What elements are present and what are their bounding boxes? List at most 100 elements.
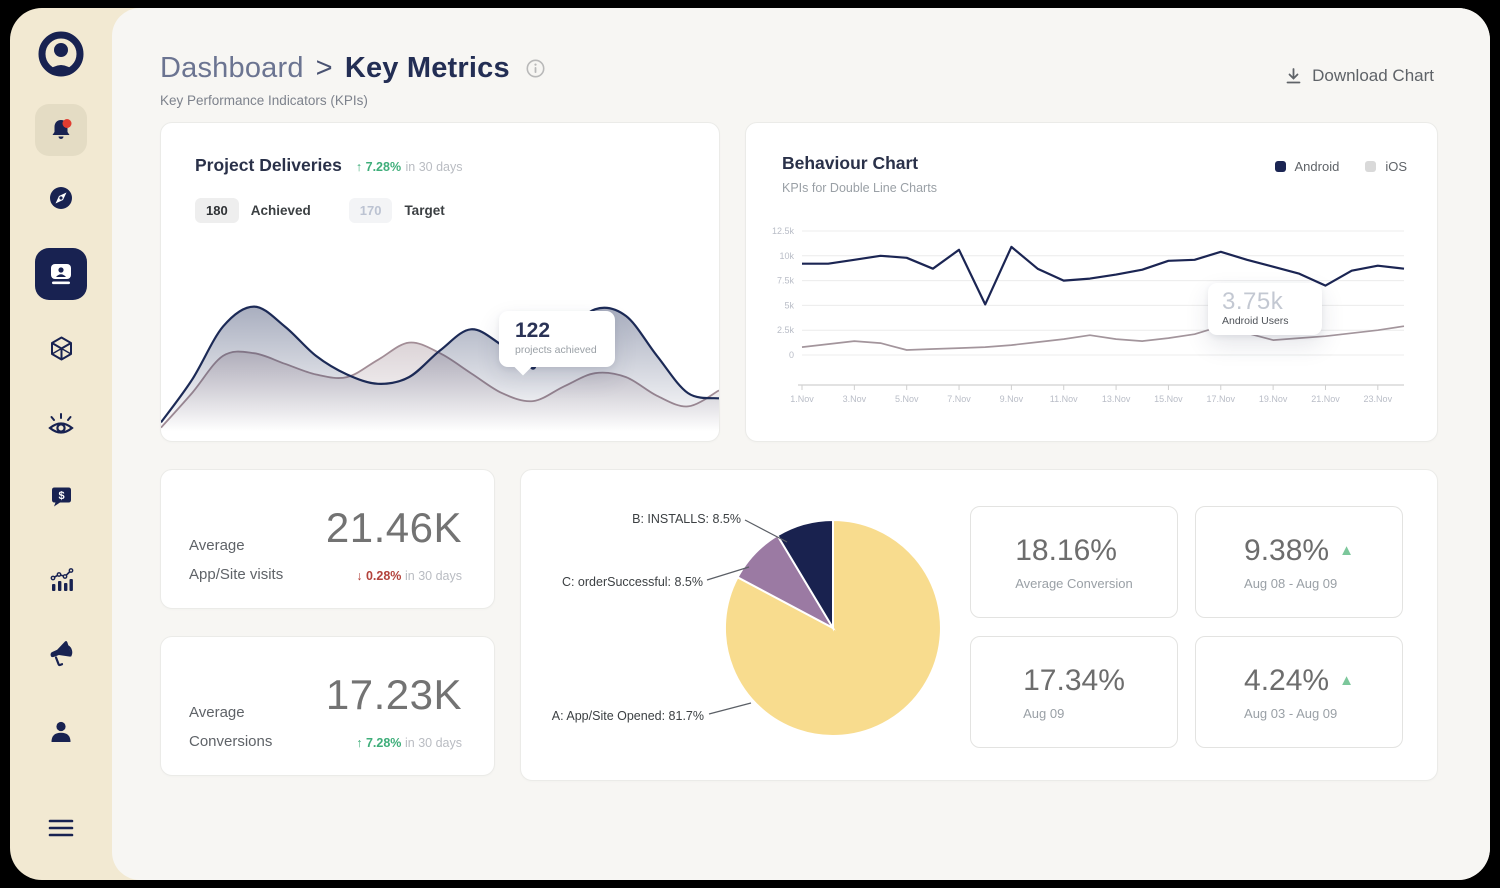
- download-label: Download Chart: [1312, 66, 1434, 85]
- svg-text:2.5k: 2.5k: [777, 325, 795, 335]
- page-subtitle: Key Performance Indicators (KPIs): [160, 93, 368, 108]
- breadcrumb-parent[interactable]: Dashboard: [160, 52, 304, 84]
- cube-icon: [50, 336, 72, 360]
- stats-grid: 18.16% Average Conversion 9.38% ▲ Aug 08 …: [970, 506, 1403, 748]
- achieved-label: Achieved: [250, 203, 311, 218]
- main-panel: Dashboard > Key Metrics Key Performance …: [112, 8, 1490, 880]
- svg-text:12.5k: 12.5k: [772, 226, 795, 236]
- svg-text:5.Nov: 5.Nov: [895, 394, 919, 404]
- chart-legend: Android iOS: [1274, 159, 1407, 174]
- behaviour-tooltip-label: Android Users: [1222, 315, 1289, 327]
- pie-chart[interactable]: [521, 470, 991, 782]
- compass-icon: [50, 187, 72, 209]
- target-chip[interactable]: 170: [348, 198, 393, 223]
- svg-text:21.Nov: 21.Nov: [1311, 394, 1340, 404]
- behaviour-tooltip-value: 3.75k: [1222, 288, 1284, 315]
- avg-conversions-delta: ↑ 7.28% in 30 days: [356, 736, 462, 750]
- avg-conversions-value: 17.23K: [325, 671, 462, 718]
- svg-text:23.Nov: 23.Nov: [1364, 394, 1393, 404]
- download-chart-button[interactable]: Download Chart: [1285, 66, 1434, 86]
- achieved-chip[interactable]: 180: [195, 198, 239, 223]
- avatar[interactable]: [37, 30, 85, 78]
- legend-ios-label: iOS: [1385, 159, 1407, 174]
- sidebar-item-campaigns[interactable]: [35, 628, 87, 680]
- sidebar-item-watchlist[interactable]: [35, 398, 87, 450]
- trend-up-icon: ▲: [1339, 542, 1354, 559]
- stat-aug03-aug09[interactable]: 4.24% ▲ Aug 03 - Aug 09: [1195, 636, 1403, 748]
- stat-aug09[interactable]: 17.34% Aug 09: [970, 636, 1178, 748]
- app-window: $: [10, 8, 1490, 880]
- info-icon[interactable]: [526, 59, 545, 78]
- delta-up-arrow: ↑: [355, 160, 363, 174]
- sidebar-item-analytics[interactable]: [35, 554, 87, 606]
- avg-conversions-label: Average Conversions: [189, 704, 273, 750]
- sidebar: $: [10, 8, 112, 880]
- project-deliveries-card: Project Deliveries ↑ 7.28% in 30 days 18…: [160, 122, 720, 442]
- svg-text:$: $: [58, 490, 64, 502]
- trend-up-icon: ▲: [1339, 672, 1354, 689]
- download-icon: [1286, 68, 1301, 84]
- behaviour-tooltip: 3.75k Android Users: [1208, 283, 1322, 335]
- person-icon: [51, 721, 71, 742]
- svg-text:17.Nov: 17.Nov: [1207, 394, 1236, 404]
- target-label: Target: [404, 203, 445, 218]
- sidebar-item-notifications[interactable]: [35, 104, 87, 156]
- stat-aug08-aug09[interactable]: 9.38% ▲ Aug 08 - Aug 09: [1195, 506, 1403, 618]
- project-area-chart[interactable]: [161, 287, 719, 437]
- avg-visits-value: 21.46K: [325, 504, 462, 551]
- sidebar-item-explore[interactable]: [35, 172, 87, 224]
- avg-conversions-card: Average Conversions 17.23K ↑ 7.28% in 30…: [160, 636, 495, 776]
- svg-text:11.Nov: 11.Nov: [1050, 394, 1078, 404]
- project-tooltip: 122 projects achieved: [499, 311, 615, 367]
- breadcrumb: Dashboard > Key Metrics: [160, 52, 545, 85]
- megaphone-icon: [50, 640, 73, 667]
- pie-label-installs: B: INSTALLS: 8.5%: [632, 512, 741, 526]
- ios-swatch: [1365, 161, 1377, 172]
- behaviour-card-subtitle: KPIs for Double Line Charts: [782, 181, 937, 195]
- svg-text:19.Nov: 19.Nov: [1259, 394, 1288, 404]
- svg-text:7.Nov: 7.Nov: [947, 394, 971, 404]
- svg-text:10k: 10k: [779, 251, 794, 261]
- page-header: Dashboard > Key Metrics Key Performance …: [112, 8, 1490, 108]
- behaviour-chart-card: Behaviour Chart KPIs for Double Line Cha…: [745, 122, 1438, 442]
- avg-visits-card: Average App/Site visits 21.46K ↓ 0.28% i…: [160, 469, 495, 609]
- svg-text:7.5k: 7.5k: [777, 276, 795, 286]
- android-swatch: [1274, 161, 1286, 172]
- bell-icon: [52, 119, 72, 139]
- bar-chart-icon: [50, 568, 74, 591]
- content: Project Deliveries ↑ 7.28% in 30 days 18…: [112, 108, 1490, 781]
- svg-text:3.Nov: 3.Nov: [843, 394, 867, 404]
- eye-icon: [48, 413, 74, 434]
- dollar-chat-icon: $: [51, 487, 71, 506]
- svg-text:15.Nov: 15.Nov: [1154, 394, 1183, 404]
- behaviour-line-chart[interactable]: 0 2.5k 5k 7.5k 10k 12.5k 1.Nov 3.Nov 5.Nov 7.Nov 9…: [764, 221, 1409, 433]
- sidebar-item-profile[interactable]: [35, 706, 87, 758]
- tooltip-value: 122: [515, 319, 551, 342]
- svg-text:5k: 5k: [784, 300, 794, 310]
- sidebar-item-modules[interactable]: [35, 322, 87, 374]
- breadcrumb-separator: >: [315, 52, 333, 84]
- pie-chart-area: B: INSTALLS: 8.5% C: orderSuccessful: 8.…: [521, 470, 991, 780]
- legend-android-label: Android: [1294, 159, 1340, 174]
- sidebar-item-sales[interactable]: $: [35, 472, 87, 524]
- behaviour-card-title: Behaviour Chart: [782, 153, 919, 173]
- svg-text:9.Nov: 9.Nov: [1000, 394, 1024, 404]
- menu-icon: [48, 819, 74, 837]
- stat-average-conversion[interactable]: 18.16% Average Conversion: [970, 506, 1178, 618]
- avg-visits-delta: ↓ 0.28% in 30 days: [356, 569, 462, 583]
- conversion-breakdown-card: B: INSTALLS: 8.5% C: orderSuccessful: 8.…: [520, 469, 1438, 781]
- svg-text:13.Nov: 13.Nov: [1102, 394, 1131, 404]
- avg-visits-label: Average App/Site visits: [189, 537, 284, 583]
- sidebar-item-contacts[interactable]: [35, 248, 87, 300]
- tooltip-label: projects achieved: [515, 344, 597, 356]
- project-card-title: Project Deliveries: [195, 155, 342, 175]
- legend-android[interactable]: Android: [1274, 159, 1340, 174]
- contact-card-icon: [51, 264, 71, 285]
- pie-label-ordersuccessful: C: orderSuccessful: 8.5%: [561, 575, 703, 589]
- svg-text:0: 0: [789, 350, 794, 360]
- sidebar-item-menu[interactable]: [35, 802, 87, 854]
- avatar-icon: [38, 31, 84, 77]
- pie-label-appsite-opened: A: App/Site Opened: 81.7%: [551, 709, 704, 723]
- legend-ios[interactable]: iOS: [1365, 159, 1407, 174]
- svg-text:1.Nov: 1.Nov: [790, 394, 814, 404]
